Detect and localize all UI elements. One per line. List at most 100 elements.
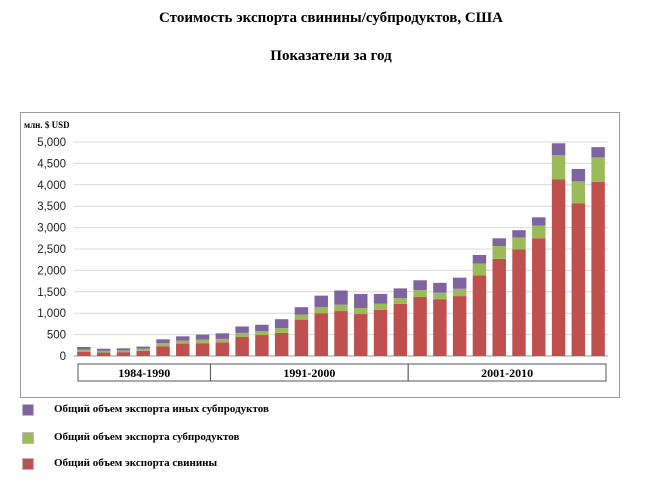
- bar-2008-series-0: [551, 179, 566, 356]
- bar-1995-series-2: [294, 307, 309, 315]
- bar-2009-series-0: [571, 203, 586, 356]
- bar-1988-series-2: [156, 339, 170, 344]
- bar-1997-series-2: [334, 290, 348, 305]
- legend-swatch-offal: [22, 432, 34, 444]
- bar-2007-series-1: [532, 225, 546, 239]
- bar-2005-series-2: [492, 238, 506, 247]
- y-tick-label: 500: [47, 330, 66, 342]
- bar-1989-series-0: [176, 343, 190, 356]
- bar-2009-series-1: [571, 181, 586, 204]
- bar-2009-series-2: [571, 168, 586, 182]
- period-label-0: 1984-1990: [118, 366, 170, 380]
- bar-1990-series-1: [195, 339, 210, 344]
- bar-1998-series-0: [354, 314, 368, 356]
- bar-1992-series-0: [235, 336, 249, 356]
- legend-label-pork: Общий объем экспорта свинины: [54, 457, 218, 469]
- y-tick-label: 4,000: [37, 180, 66, 192]
- bar-1984-series-0: [77, 351, 91, 356]
- bar-2004-series-0: [472, 275, 487, 356]
- bar-1994-series-0: [274, 332, 289, 356]
- bar-1984-series-2: [77, 347, 91, 350]
- bar-1991-series-0: [215, 342, 230, 356]
- y-tick-label: 0: [60, 351, 66, 363]
- bar-1992-series-2: [235, 326, 249, 333]
- chart-title: Стоимость экспорта свинины/субпродуктов,…: [159, 10, 503, 26]
- bar-1985-series-2: [96, 348, 111, 351]
- bar-2001-series-1: [413, 290, 427, 297]
- bar-1988-series-1: [156, 343, 170, 347]
- bar-1993-series-0: [255, 335, 269, 356]
- bar-2003-series-1: [452, 288, 467, 297]
- legend-label-offal: Общий объем экспорта субпродуктов: [54, 431, 240, 443]
- bar-2000-series-0: [393, 303, 408, 356]
- chart-subtitle: Показатели за год: [270, 48, 392, 64]
- bar-2004-series-2: [472, 254, 487, 264]
- stacked-bar-chart: млн. $ USD 0 500 1,000 1,500 2,000 2,500 3,000 3…: [20, 112, 620, 398]
- bar-1988-series-0: [156, 346, 170, 356]
- legend-swatch-other-offal: [22, 404, 34, 416]
- bar-1995-series-0: [294, 319, 309, 356]
- bar-1996-series-1: [314, 307, 328, 314]
- bar-2002-series-1: [433, 292, 447, 300]
- bar-1999-series-2: [373, 293, 388, 304]
- bar-2006-series-1: [512, 237, 526, 250]
- y-tick-label: 2,000: [37, 265, 66, 277]
- bar-1999-series-1: [373, 303, 388, 310]
- bar-2000-series-1: [393, 298, 408, 304]
- bar-2006-series-0: [512, 249, 526, 356]
- bar-1987-series-0: [136, 350, 150, 356]
- bar-1995-series-1: [294, 314, 309, 320]
- bar-2001-series-0: [413, 296, 427, 356]
- y-tick-label: 3,500: [37, 201, 66, 213]
- bar-1985-series-0: [96, 352, 111, 356]
- bar-2008-series-1: [551, 155, 566, 180]
- bar-1997-series-0: [334, 311, 348, 356]
- bar-2003-series-2: [452, 277, 467, 289]
- y-axis-unit-label: млн. $ USD: [24, 120, 70, 130]
- bar-1993-series-1: [255, 331, 269, 336]
- bar-2005-series-0: [492, 258, 506, 356]
- y-tick-label: 1,000: [37, 308, 66, 320]
- bar-1991-series-1: [215, 338, 230, 343]
- legend-swatch-pork: [22, 458, 34, 470]
- bar-1985-series-1: [96, 350, 111, 353]
- bar-2010-series-1: [591, 157, 605, 182]
- bar-1987-series-2: [136, 346, 150, 349]
- bar-2004-series-1: [472, 263, 487, 276]
- bar-1993-series-2: [255, 324, 269, 332]
- bar-2001-series-2: [413, 280, 427, 291]
- bar-2003-series-0: [452, 296, 467, 356]
- y-tick-label: 5,000: [37, 137, 66, 149]
- legend-label-other-offal: Общий объем экспорта иных субпродуктов: [54, 403, 269, 415]
- bar-1994-series-2: [274, 319, 289, 329]
- bar-1986-series-2: [116, 348, 131, 351]
- bar-1991-series-2: [215, 333, 230, 339]
- bar-1994-series-1: [274, 328, 289, 333]
- bar-2000-series-2: [393, 288, 408, 299]
- bar-1997-series-1: [334, 304, 348, 312]
- bar-1986-series-1: [116, 350, 131, 353]
- bar-2008-series-2: [551, 143, 566, 156]
- y-tick-label: 2,500: [37, 244, 66, 256]
- bar-1989-series-1: [176, 340, 190, 344]
- bar-1990-series-2: [195, 334, 210, 340]
- period-box-2: [407, 363, 607, 382]
- bar-1987-series-1: [136, 348, 150, 351]
- bar-2007-series-2: [532, 217, 546, 226]
- bar-2005-series-1: [492, 246, 506, 259]
- bar-1990-series-0: [195, 343, 210, 356]
- y-tick-label: 1,500: [37, 287, 66, 299]
- bar-1984-series-1: [77, 349, 91, 352]
- y-tick-label: 4,500: [37, 158, 66, 170]
- bar-1998-series-2: [354, 293, 368, 309]
- bar-2010-series-2: [591, 147, 605, 158]
- bar-1989-series-2: [176, 336, 190, 341]
- bar-1996-series-2: [314, 295, 328, 308]
- bar-2002-series-2: [433, 282, 447, 293]
- bar-2006-series-2: [512, 230, 526, 238]
- period-label-2: 2001-2010: [481, 366, 533, 380]
- bar-1992-series-1: [235, 332, 249, 337]
- bar-2007-series-0: [532, 238, 546, 356]
- bar-1999-series-0: [373, 309, 388, 356]
- bar-1998-series-1: [354, 308, 368, 315]
